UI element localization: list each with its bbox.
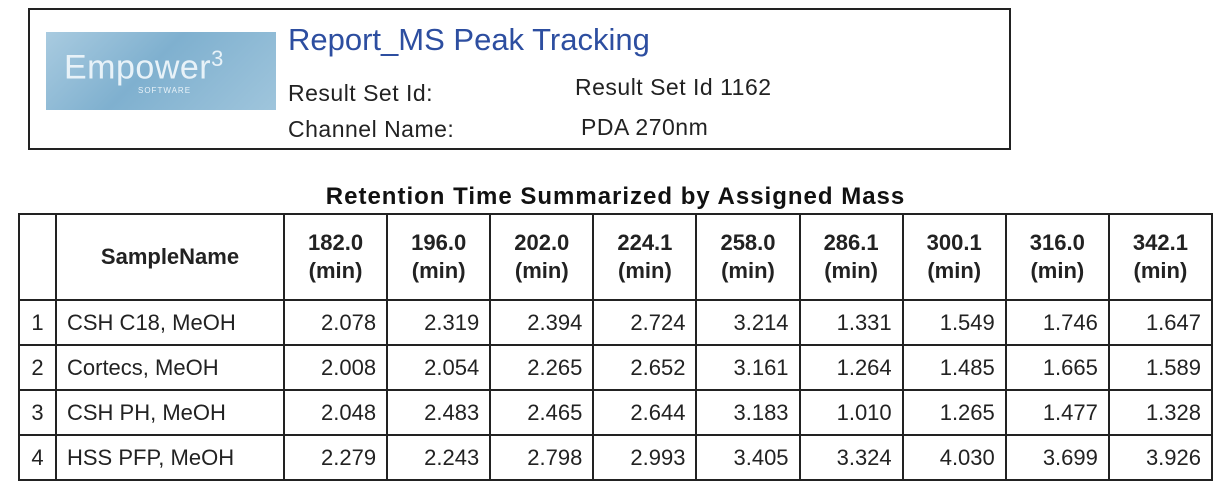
retention-time: 1.549: [901, 299, 1007, 346]
row-index: 1: [18, 299, 57, 346]
retention-time: 2.078: [282, 299, 389, 346]
retention-time: 4.030: [901, 434, 1007, 481]
retention-time: 2.279: [282, 434, 389, 481]
retention-time: 3.183: [695, 389, 801, 436]
logo: Empower3 SOFTWARE: [46, 32, 276, 110]
column-header: 316.0 (min): [1004, 213, 1110, 301]
retention-time: 1.485: [901, 344, 1007, 391]
column-header: 300.1 (min): [901, 213, 1007, 301]
column-unit: (min): [824, 258, 878, 283]
column-unit: (min): [514, 258, 569, 283]
index-header: [18, 213, 57, 301]
retention-time: 2.048: [282, 389, 389, 436]
column-mass: 196.0: [411, 230, 467, 255]
sample-name: CSH PH, MeOH: [55, 389, 285, 436]
retention-time: 1.746: [1004, 299, 1110, 346]
retention-time: 2.993: [592, 434, 698, 481]
column-mass: 202.0: [514, 230, 570, 255]
column-unit: (min): [721, 258, 775, 283]
data-table: SampleName 182.0 (min) 196.0 (min) 202.0 (min…: [18, 213, 1214, 481]
column-mass: 342.1: [1132, 230, 1188, 255]
retention-time: 3.161: [695, 344, 801, 391]
field-label: Result Set Id:: [288, 80, 434, 106]
column-mass: 300.1: [926, 230, 982, 255]
column-unit: (min): [411, 258, 466, 283]
report-header: Empower3 SOFTWARE Report_MS Peak Trackin…: [28, 8, 1011, 150]
table-row: 2 Cortecs, MeOH 2.008 2.054 2.265 2.652 3.161 1…: [18, 344, 1214, 391]
retention-time: 1.647: [1107, 299, 1214, 346]
retention-time: 2.465: [489, 389, 595, 436]
column-header: 258.0 (min): [695, 213, 801, 301]
column-unit: (min): [618, 258, 672, 283]
field-label: Channel Name:: [288, 116, 455, 142]
column-mass: 316.0: [1029, 230, 1085, 255]
column-unit: (min): [1133, 258, 1188, 283]
row-index: 3: [18, 389, 57, 436]
retention-time: 2.319: [386, 299, 492, 346]
retention-time: 1.328: [1107, 389, 1214, 436]
field-value: PDA 270nm: [581, 114, 709, 140]
retention-time: 2.054: [386, 344, 492, 391]
table-row: 3 CSH PH, MeOH 2.048 2.483 2.465 2.644 3.183 1.…: [18, 389, 1214, 436]
table-row: 4 HSS PFP, MeOH 2.279 2.243 2.798 2.993 3.405 3…: [18, 434, 1214, 481]
retention-time: 3.214: [695, 299, 801, 346]
header-row: SampleName 182.0 (min) 196.0 (min) 202.0 (min…: [18, 213, 1214, 301]
retention-time: 3.699: [1004, 434, 1110, 481]
column-mass: 224.1: [617, 230, 673, 255]
retention-time: 1.265: [901, 389, 1007, 436]
retention-time: 1.010: [798, 389, 904, 436]
retention-time: 2.798: [489, 434, 595, 481]
column-unit: (min): [1030, 258, 1085, 283]
report-title: Report_MS Peak Tracking: [288, 22, 650, 57]
retention-time: 2.652: [592, 344, 698, 391]
column-mass: 182.0: [308, 230, 364, 255]
logo-brand: Empower3: [64, 46, 224, 87]
column-header: 196.0 (min): [386, 213, 492, 301]
table-title: Retention Time Summarized by Assigned Ma…: [325, 183, 906, 210]
sample-name: HSS PFP, MeOH: [55, 434, 285, 481]
retention-time: 1.589: [1107, 344, 1214, 391]
table-row: 1 CSH C18, MeOH 2.078 2.319 2.394 2.724 3.214 1…: [18, 299, 1214, 346]
retention-time: 1.477: [1004, 389, 1110, 436]
retention-time: 2.243: [386, 434, 492, 481]
column-header: SampleName: [55, 213, 285, 301]
column-mass: 286.1: [823, 230, 879, 255]
column-unit: (min): [308, 258, 363, 283]
retention-time: 1.264: [798, 344, 904, 391]
retention-time: 3.405: [695, 434, 801, 481]
sample-name: CSH C18, MeOH: [55, 299, 285, 346]
logo-version: 3: [211, 46, 224, 71]
retention-time: 1.665: [1004, 344, 1110, 391]
logo-text: Empower: [64, 48, 212, 87]
row-index: 4: [18, 434, 57, 481]
retention-time: 2.008: [282, 344, 389, 391]
column-header: 182.0 (min): [282, 213, 389, 301]
retention-time: 2.265: [489, 344, 595, 391]
column-mass: 258.0: [720, 230, 776, 255]
table-body: 1 CSH C18, MeOH 2.078 2.319 2.394 2.724 3.214 1…: [18, 299, 1214, 481]
row-index: 2: [18, 344, 57, 391]
sample-name: Cortecs, MeOH: [55, 344, 285, 391]
retention-time: 3.324: [798, 434, 904, 481]
retention-time: 1.331: [798, 299, 904, 346]
retention-time: 2.394: [489, 299, 595, 346]
column-header: 202.0 (min): [489, 213, 595, 301]
column-header: 342.1 (min): [1107, 213, 1214, 301]
column-header: 286.1 (min): [798, 213, 904, 301]
retention-time: 3.926: [1107, 434, 1214, 481]
retention-time: 2.724: [592, 299, 698, 346]
logo-tagline: SOFTWARE: [138, 86, 192, 95]
retention-time: 2.483: [386, 389, 492, 436]
field-value: Result Set Id 1162: [575, 74, 772, 100]
column-header: 224.1 (min): [592, 213, 698, 301]
retention-time: 2.644: [592, 389, 698, 436]
column-unit: (min): [927, 258, 982, 283]
